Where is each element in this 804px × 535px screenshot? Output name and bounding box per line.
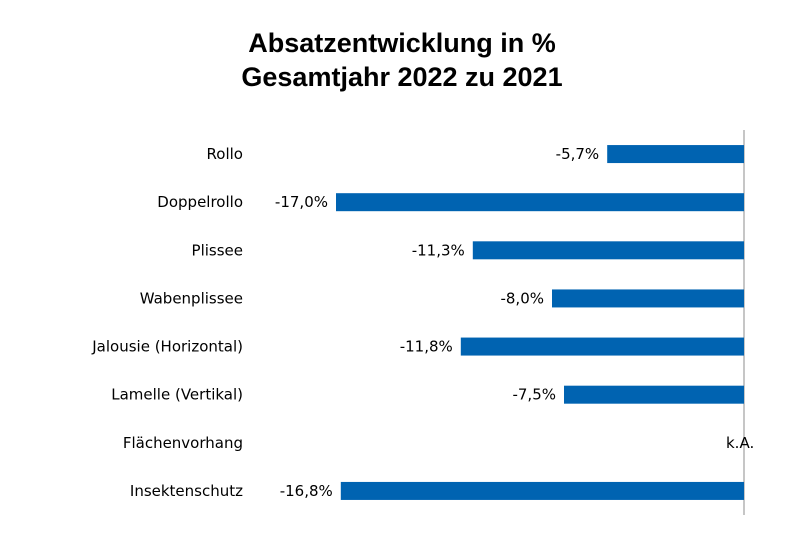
data-label: -11,3% — [412, 241, 465, 259]
bar — [607, 145, 744, 164]
bar — [552, 289, 744, 308]
data-label: -7,5% — [512, 386, 556, 404]
category-label: Flächenvorhang — [123, 434, 243, 452]
bar — [472, 241, 744, 260]
category-label: Rollo — [207, 145, 243, 163]
bar — [340, 481, 744, 500]
bar — [336, 193, 744, 212]
chart-title: Absatzentwicklung in % Gesamtjahr 2022 z… — [0, 26, 804, 94]
category-label: Wabenplissee — [140, 289, 243, 307]
data-label: -16,8% — [280, 482, 333, 500]
category-label: Plissee — [192, 241, 243, 259]
data-label: -11,8% — [400, 338, 453, 356]
data-label: -5,7% — [556, 145, 600, 163]
bar — [564, 385, 744, 404]
data-label: -17,0% — [275, 193, 328, 211]
data-label: k.A. — [726, 434, 754, 452]
chart-title-line-1: Absatzentwicklung in % — [248, 28, 556, 58]
data-label: -8,0% — [500, 289, 544, 307]
category-label: Insektenschutz — [130, 482, 243, 500]
category-label: Jalousie (Horizontal) — [91, 338, 243, 356]
category-label: Doppelrollo — [157, 193, 243, 211]
chart-title-line-2: Gesamtjahr 2022 zu 2021 — [241, 62, 563, 92]
category-label: Lamelle (Vertikal) — [111, 386, 243, 404]
bar — [460, 337, 744, 356]
